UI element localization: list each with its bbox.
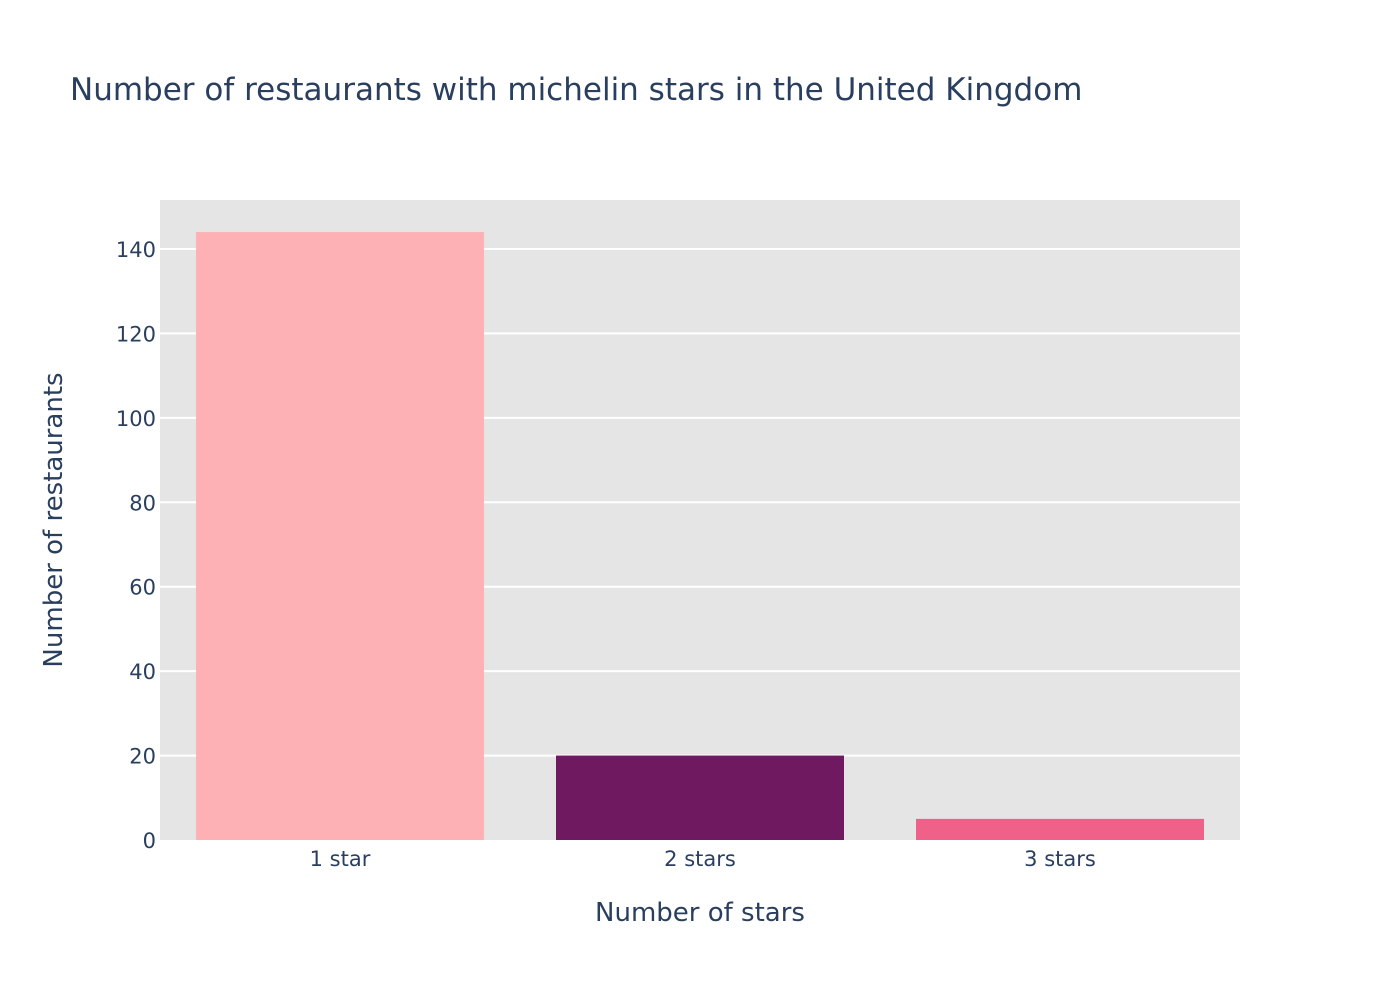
y-tick-label: 80 [129, 491, 156, 515]
y-axis-ticks: 0 20 40 60 80 100 120 140 [116, 238, 156, 853]
y-axis-title: Number of restaurants [39, 372, 69, 667]
x-tick-label: 1 star [310, 847, 371, 871]
chart-title: Number of restaurants with michelin star… [70, 72, 1082, 108]
x-tick-label: 3 stars [1024, 847, 1096, 871]
y-tick-label: 60 [129, 576, 156, 600]
x-tick-label: 2 stars [664, 847, 736, 871]
y-tick-label: 20 [129, 745, 156, 769]
y-tick-label: 140 [116, 238, 156, 262]
bar-2-stars [556, 755, 844, 840]
bar-3-stars [916, 818, 1204, 840]
x-axis-title: Number of stars [595, 898, 805, 928]
x-axis-ticks: 1 star 2 stars 3 stars [310, 847, 1096, 871]
bar-1-star [196, 232, 484, 841]
y-tick-label: 0 [143, 829, 156, 853]
y-tick-label: 100 [116, 407, 156, 431]
bars [196, 232, 1204, 841]
y-tick-label: 120 [116, 322, 156, 346]
y-tick-label: 40 [129, 660, 156, 684]
